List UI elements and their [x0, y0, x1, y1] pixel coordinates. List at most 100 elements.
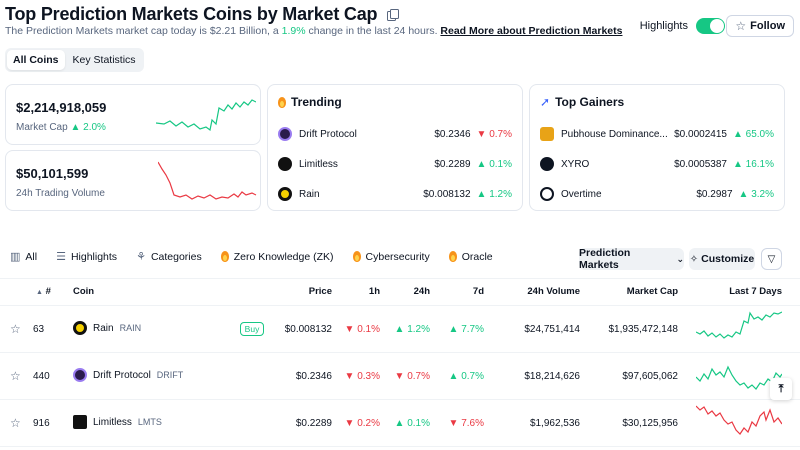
- row-coin[interactable]: Limitless LMTS: [73, 415, 162, 429]
- view-tabs: All Coins Key Statistics: [5, 48, 144, 72]
- overtime-logo-icon: [540, 187, 554, 201]
- filter-bar: ▥ All ☰ Highlights ⚘ Categories Zero Knowle…: [10, 250, 493, 264]
- filter-all[interactable]: ▥ All: [10, 250, 38, 264]
- category-select[interactable]: Prediction Markets ⌄: [579, 247, 684, 271]
- market-cap-sparkline: [156, 99, 256, 132]
- header-24h[interactable]: 24h: [413, 286, 430, 297]
- chevron-down-icon: ⌄: [676, 253, 684, 264]
- volume-card: $50,101,599 24h Trading Volume: [5, 150, 261, 211]
- rocket-icon: ➚: [540, 95, 551, 109]
- row-24h-change: ▼ 0.7%: [394, 371, 430, 382]
- trending-title-row: Trending: [278, 95, 342, 109]
- market-cap-value: $2,214,918,059: [16, 100, 107, 115]
- gainers-title-row: ➚ Top Gainers: [540, 95, 625, 109]
- sparkle-icon: ✧: [689, 253, 699, 265]
- flame-icon: [220, 251, 229, 262]
- categories-icon: ⚘: [136, 251, 146, 263]
- filter-categories[interactable]: ⚘ Categories: [136, 250, 202, 264]
- follow-button[interactable]: ☆ Follow: [726, 15, 794, 37]
- top-gainers-card: ➚ Top Gainers Pubhouse Dominance... $0.0…: [529, 84, 785, 211]
- trending-item[interactable]: Rain $0.008132 ▲ 1.2%: [278, 185, 512, 203]
- table-divider: [0, 305, 800, 306]
- filter-oracle[interactable]: Oracle: [448, 251, 493, 263]
- highlights-toggle-group: Highlights: [640, 18, 725, 34]
- buy-button[interactable]: Buy: [240, 322, 264, 336]
- rain-logo-icon: [278, 187, 292, 201]
- row-coin[interactable]: Rain RAIN: [73, 321, 141, 335]
- flame-icon: [278, 96, 286, 108]
- row-1h-change: ▼ 0.3%: [344, 371, 380, 382]
- row-volume: $18,214,626: [524, 371, 580, 382]
- row-7d-change: ▲ 0.7%: [448, 371, 484, 382]
- row-rank: 916: [33, 418, 50, 429]
- rain-logo-icon: [73, 321, 87, 335]
- read-more-link[interactable]: Read More about Prediction Markets: [440, 25, 623, 37]
- row-sparkline: [696, 405, 782, 435]
- bar-chart-icon: ▥: [10, 251, 21, 263]
- filter-highlights[interactable]: ☰ Highlights: [56, 250, 118, 264]
- funnel-icon: ▽: [767, 253, 776, 265]
- header-last-7-days: Last 7 Days: [729, 286, 782, 297]
- row-1h-change: ▼ 0.2%: [344, 418, 380, 429]
- limitless-logo-icon: [278, 157, 292, 171]
- flame-icon: [448, 251, 457, 262]
- trending-item[interactable]: Drift Protocol $0.2346 ▼ 0.7%: [278, 125, 512, 143]
- star-icon[interactable]: ☆: [10, 322, 21, 336]
- gainer-item[interactable]: Overtime $0.2987 ▲ 3.2%: [540, 185, 774, 203]
- filter-cybersecurity[interactable]: Cybersecurity: [352, 251, 430, 263]
- row-sparkline: [696, 311, 782, 339]
- header-volume[interactable]: 24h Volume: [527, 286, 580, 297]
- table-divider: [0, 352, 800, 353]
- row-rank: 63: [33, 324, 45, 335]
- tab-all-coins[interactable]: All Coins: [7, 50, 65, 70]
- drift-logo-icon: [73, 368, 87, 382]
- volume-label: 24h Trading Volume: [16, 188, 105, 199]
- market-cap-change: ▲ 2.0%: [70, 122, 106, 133]
- star-icon: ☆: [735, 19, 747, 33]
- market-cap-label-row: Market Cap ▲ 2.0%: [16, 122, 106, 133]
- row-volume: $1,962,536: [529, 418, 580, 429]
- header-coin[interactable]: Coin: [73, 286, 95, 297]
- gainer-item[interactable]: XYRO $0.0005387 ▲ 16.1%: [540, 155, 774, 173]
- arrow-up-icon: ⤒: [778, 382, 784, 395]
- row-price: $0.2346: [295, 371, 332, 382]
- trending-card: Trending Drift Protocol $0.2346 ▼ 0.7% L…: [267, 84, 523, 211]
- filter-icon-button[interactable]: ▽: [761, 248, 782, 270]
- row-market-cap: $30,125,956: [622, 418, 678, 429]
- row-rank: 440: [33, 371, 50, 382]
- customize-button[interactable]: ✧ Customize: [689, 248, 755, 270]
- filter-zk[interactable]: Zero Knowledge (ZK): [220, 251, 334, 263]
- row-7d-change: ▼ 7.6%: [448, 418, 484, 429]
- row-market-cap: $97,605,062: [622, 371, 678, 382]
- scroll-to-top-button[interactable]: ⤒: [770, 378, 792, 400]
- row-coin[interactable]: Drift Protocol DRIFT: [73, 368, 183, 382]
- star-icon[interactable]: ☆: [10, 369, 21, 383]
- header-7d[interactable]: 7d: [472, 286, 484, 297]
- header-price[interactable]: Price: [308, 286, 332, 297]
- table-divider: [0, 399, 800, 400]
- row-24h-change: ▲ 0.1%: [394, 418, 430, 429]
- trending-item[interactable]: Limitless $0.2289 ▲ 0.1%: [278, 155, 512, 173]
- page-header: Top Prediction Markets Coins by Market C…: [5, 4, 400, 25]
- copy-icon[interactable]: [387, 9, 400, 21]
- follow-label: Follow: [750, 20, 785, 32]
- volume-sparkline: [158, 161, 257, 200]
- row-volume: $24,751,414: [524, 324, 580, 335]
- flame-icon: [352, 251, 361, 262]
- highlights-switch[interactable]: [696, 18, 725, 34]
- header-1h[interactable]: 1h: [368, 286, 380, 297]
- drift-logo-icon: [278, 127, 292, 141]
- header-rank[interactable]: ▲ #: [36, 286, 51, 297]
- list-icon: ☰: [56, 251, 66, 263]
- header-market-cap[interactable]: Market Cap: [626, 286, 678, 297]
- xyro-logo-icon: [540, 157, 554, 171]
- market-cap-card: $2,214,918,059 Market Cap ▲ 2.0%: [5, 84, 261, 145]
- tab-key-statistics[interactable]: Key Statistics: [72, 54, 136, 66]
- row-sparkline: [696, 365, 782, 390]
- gainer-item[interactable]: Pubhouse Dominance... $0.0002415 ▲ 65.0%: [540, 125, 774, 143]
- row-price: $0.2289: [295, 418, 332, 429]
- table-divider: [0, 446, 800, 447]
- star-icon[interactable]: ☆: [10, 416, 21, 430]
- page-subtitle: The Prediction Markets market cap today …: [5, 25, 623, 37]
- page-title: Top Prediction Markets Coins by Market C…: [5, 4, 378, 24]
